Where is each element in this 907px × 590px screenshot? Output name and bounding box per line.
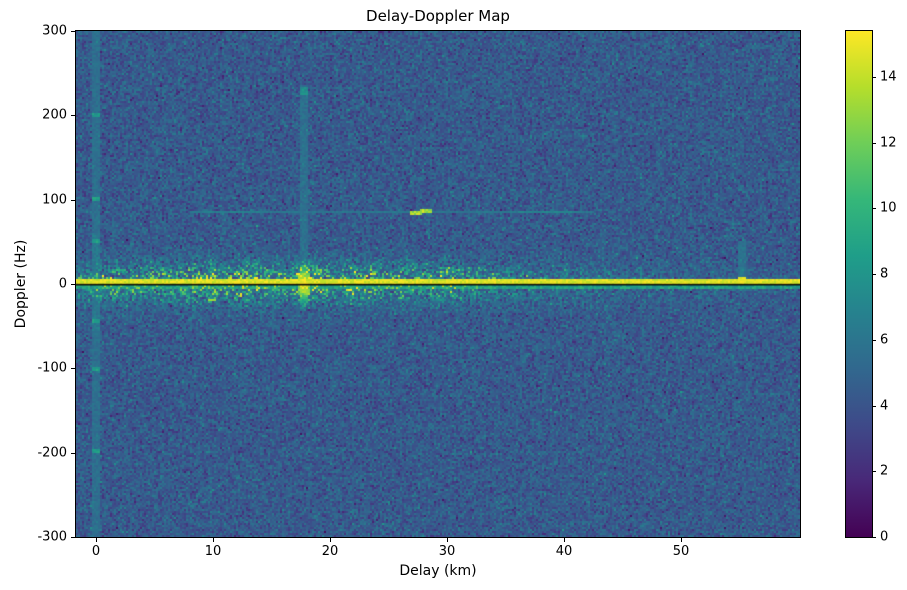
colorbar-tick-label: 14 <box>880 69 897 85</box>
colorbar-tick-mark <box>872 537 876 538</box>
y-tick-mark <box>71 199 75 201</box>
colorbar-tick-label: 12 <box>880 135 897 151</box>
x-tick-label: 30 <box>438 544 456 559</box>
x-tick-mark <box>447 538 448 542</box>
y-tick-mark <box>71 537 75 538</box>
y-tick-label: 300 <box>42 23 67 39</box>
x-tick-mark <box>213 538 214 542</box>
y-axis-label: Doppler (Hz) <box>13 239 29 329</box>
colorbar-tick-mark <box>872 471 876 473</box>
y-tick-label: -200 <box>37 445 67 461</box>
colorbar-tick-mark <box>872 208 876 210</box>
x-tick-label: 0 <box>91 544 101 559</box>
chart-title: Delay-Doppler Map <box>366 7 510 25</box>
y-tick-mark <box>71 115 75 117</box>
colorbar <box>845 30 873 538</box>
colorbar-tick-mark <box>872 77 876 78</box>
colorbar-tick-label: 2 <box>880 463 889 479</box>
y-tick-label: -100 <box>37 360 67 376</box>
colorbar-tick-label: 8 <box>880 266 889 282</box>
y-tick-mark <box>71 31 75 32</box>
colorbar-tick-label: 0 <box>880 529 889 545</box>
colorbar-tick-mark <box>872 339 876 341</box>
y-tick-mark <box>71 284 75 285</box>
colorbar-tick-label: 6 <box>880 332 889 348</box>
x-tick-label: 40 <box>555 544 573 559</box>
colorbar-tick-mark <box>872 405 876 407</box>
colorbar-tick-mark <box>872 274 876 276</box>
y-tick-mark <box>71 452 75 454</box>
y-tick-label: -300 <box>37 529 67 545</box>
colorbar-gradient <box>846 31 872 537</box>
plot-area <box>75 30 801 538</box>
x-tick-mark <box>681 538 682 542</box>
x-tick-label: 10 <box>204 544 222 559</box>
y-tick-label: 200 <box>42 107 67 123</box>
x-tick-mark <box>564 538 565 542</box>
x-tick-label: 50 <box>672 544 690 559</box>
y-tick-label: 0 <box>58 276 67 292</box>
heatmap-canvas <box>76 31 800 537</box>
x-tick-label: 20 <box>321 544 339 559</box>
x-axis-label: Delay (km) <box>399 563 477 579</box>
y-tick-mark <box>71 368 75 370</box>
x-tick-mark <box>96 538 97 542</box>
colorbar-tick-label: 4 <box>880 398 889 414</box>
y-tick-label: 100 <box>42 192 67 208</box>
colorbar-tick-label: 10 <box>880 200 897 216</box>
colorbar-tick-mark <box>872 142 876 144</box>
x-tick-mark <box>330 538 331 542</box>
